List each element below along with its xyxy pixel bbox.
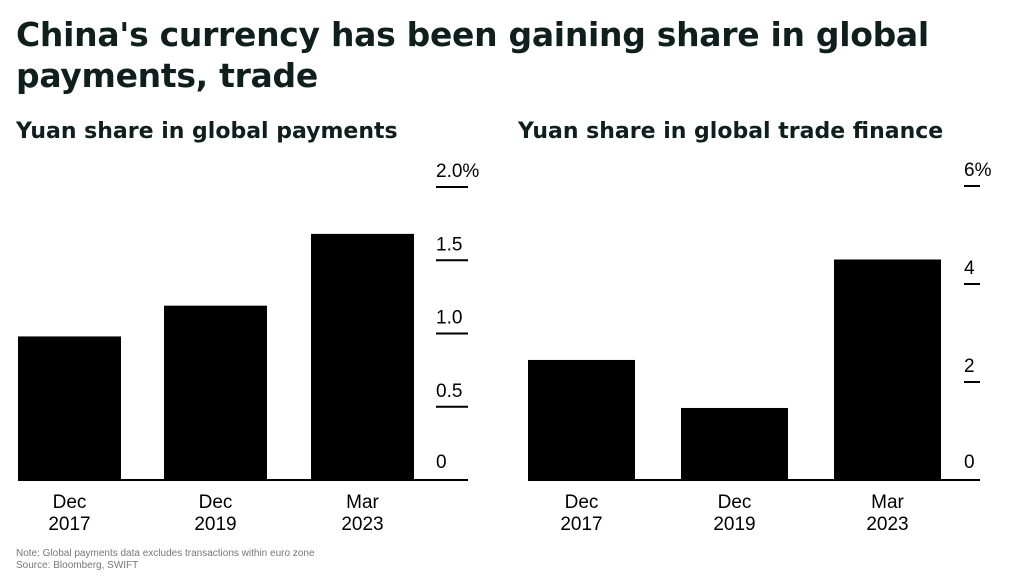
trade-tick-label: 0 <box>964 452 975 473</box>
trade-tick-label: 4 <box>964 258 975 279</box>
payments-tick-label: 2.0% <box>436 161 479 182</box>
payments-tick-label: 0.5 <box>436 381 462 402</box>
payments-category-label: Mar <box>346 492 379 513</box>
payments-category-label: 2017 <box>48 514 90 535</box>
payments-category-label: Dec <box>199 492 233 513</box>
trade-bar <box>528 359 635 480</box>
source-line: Source: Bloomberg, SWIFT <box>16 560 139 571</box>
payments-tick-label: 1.0 <box>436 308 462 329</box>
trade-category-label: Dec <box>565 492 599 513</box>
chart-title-trade-finance: Yuan share in global trade finance <box>518 119 944 144</box>
trade-category-label: 2019 <box>713 514 755 535</box>
payments-bar <box>18 336 121 480</box>
payments-category-label: 2023 <box>341 514 383 535</box>
trade-category-label: Mar <box>871 492 904 513</box>
page-title: China's currency has been gaining share … <box>16 15 929 95</box>
note-line: Note: Global payments data excludes tran… <box>16 548 315 559</box>
payments-tick-label: 1.5 <box>436 234 462 255</box>
trade-bar <box>834 259 941 480</box>
payments-bar <box>311 233 414 480</box>
payments-bar <box>164 305 267 480</box>
payments-tick-label: 0 <box>436 452 447 473</box>
source-note: Note: Global payments data excludes tran… <box>16 548 315 572</box>
trade-category-label: 2023 <box>866 514 908 535</box>
trade-tick-label: 2 <box>964 356 975 377</box>
trade-category-label: Dec <box>718 492 752 513</box>
chart-title-payments: Yuan share in global payments <box>16 119 398 144</box>
trade-bar <box>681 407 788 480</box>
payments-category-label: 2019 <box>194 514 236 535</box>
payments-category-label: Dec <box>53 492 87 513</box>
trade-tick-label: 6% <box>964 160 992 181</box>
trade-category-label: 2017 <box>560 514 602 535</box>
